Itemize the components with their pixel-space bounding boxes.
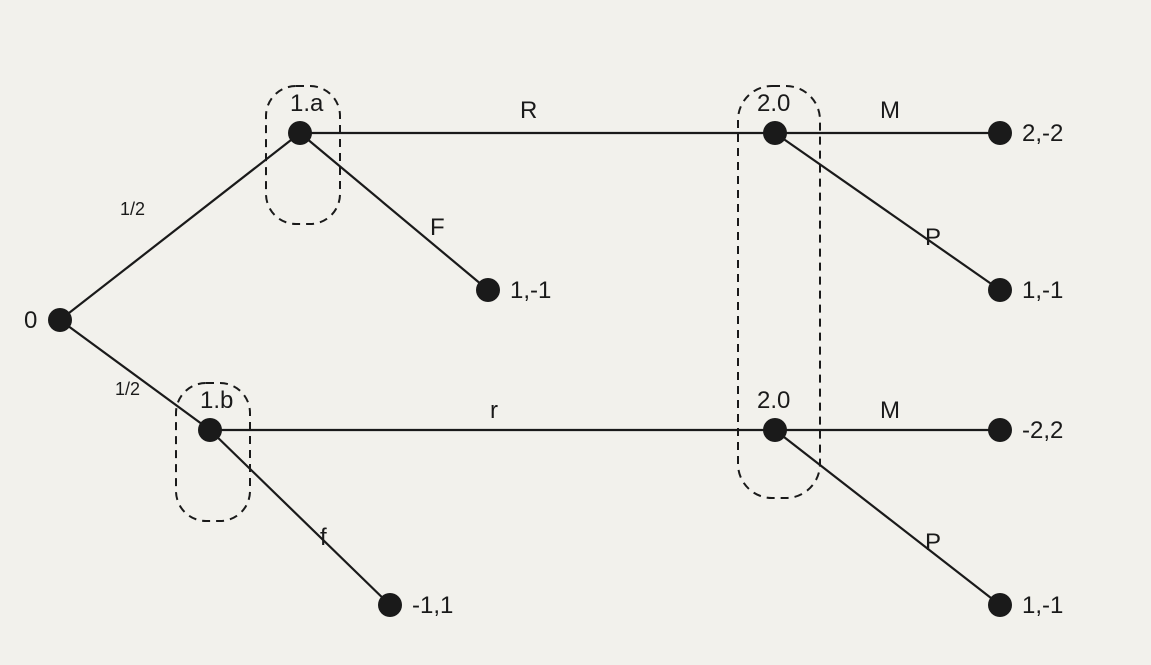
tree-node bbox=[763, 121, 787, 145]
tree-node bbox=[48, 308, 72, 332]
tree-node bbox=[988, 593, 1012, 617]
tree-node bbox=[988, 278, 1012, 302]
payoff-label: 1,-1 bbox=[1022, 592, 1063, 619]
payoff-label: 1,-1 bbox=[1022, 277, 1063, 304]
tree-node bbox=[288, 121, 312, 145]
edge-label: 1/2 bbox=[115, 379, 140, 399]
edge-label: M bbox=[880, 397, 900, 424]
edge-label: f bbox=[320, 524, 327, 551]
edge-label: r bbox=[490, 397, 498, 424]
payoff-label: 2,-2 bbox=[1022, 120, 1063, 147]
diagram-background bbox=[0, 0, 1151, 665]
edge-label: P bbox=[925, 224, 941, 251]
tree-node bbox=[988, 121, 1012, 145]
payoff-label: -2,2 bbox=[1022, 417, 1063, 444]
edge-label: R bbox=[520, 97, 537, 124]
edge-label: F bbox=[430, 214, 445, 241]
tree-node bbox=[988, 418, 1012, 442]
edge-label: P bbox=[925, 529, 941, 556]
tree-node bbox=[378, 593, 402, 617]
node-label: 0 bbox=[24, 307, 37, 334]
node-label: 1.b bbox=[200, 387, 233, 414]
payoff-label: 1,-1 bbox=[510, 277, 551, 304]
payoff-label: -1,1 bbox=[412, 592, 453, 619]
game-tree-diagram: 1/2 1/2 R Fr f M P M P 0 1.a 1.b 2.0 2.0 1,-1 -1,1 2,-2 1… bbox=[0, 0, 1151, 665]
edge-label: M bbox=[880, 97, 900, 124]
node-label: 1.a bbox=[290, 90, 324, 117]
tree-node bbox=[476, 278, 500, 302]
node-label: 2.0 bbox=[757, 90, 790, 117]
tree-node bbox=[763, 418, 787, 442]
tree-node bbox=[198, 418, 222, 442]
node-label: 2.0 bbox=[757, 387, 790, 414]
edge-label: 1/2 bbox=[120, 199, 145, 219]
